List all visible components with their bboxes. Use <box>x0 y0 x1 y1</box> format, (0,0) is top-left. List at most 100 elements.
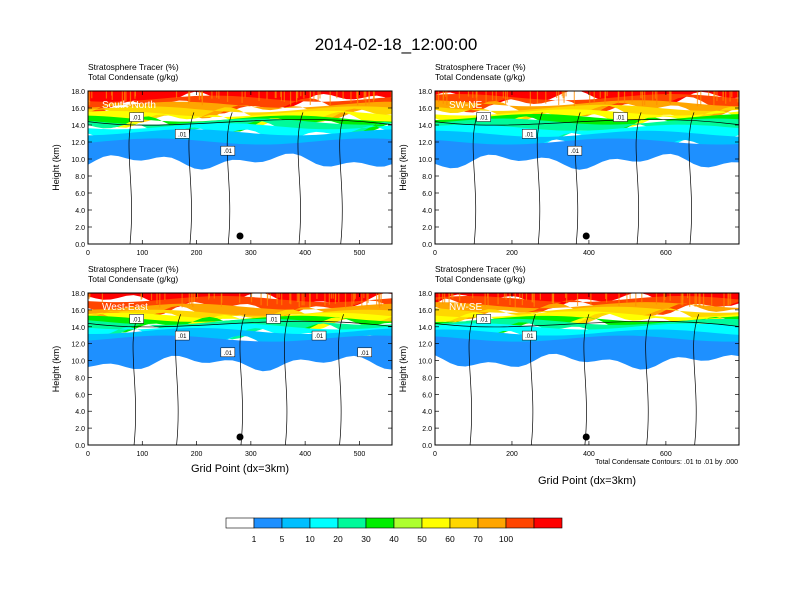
x-tick-label: 400 <box>583 250 595 257</box>
y-tick-label: 18.0 <box>418 89 432 96</box>
panel-frame <box>87 90 393 245</box>
contour-label: .01 <box>315 334 324 340</box>
tracer-shading <box>88 91 392 170</box>
panel-title-tracer: Stratosphere Tracer (%) <box>435 62 526 72</box>
y-tick-label: 16.0 <box>71 308 85 315</box>
contour-label: .01 <box>178 334 187 340</box>
contour-info-note: Total Condensate Contours: .01 to .01 by… <box>595 459 738 466</box>
contour-label: .01 <box>132 317 141 323</box>
colorbar-swatch <box>477 517 507 529</box>
cross-section-panel: .01 .01 .01 .01 Stratosphere Tracer (%)Total… <box>398 62 740 257</box>
x-tick-label: 400 <box>583 451 595 458</box>
contour-label: .01 <box>571 149 580 155</box>
y-tick-label: 14.0 <box>418 325 432 332</box>
colorbar-label: 40 <box>389 534 399 544</box>
y-tick-label: 4.0 <box>75 208 85 215</box>
contour-label: .01 <box>525 132 534 138</box>
condensate-contours <box>435 112 739 244</box>
x-tick-label: 0 <box>433 250 437 257</box>
colorbar-label: 5 <box>280 534 285 544</box>
x-axis-label-bottom-right: Grid Point (dx=3km) <box>538 475 636 487</box>
contour-label: .01 <box>132 116 141 122</box>
location-marker <box>582 433 590 441</box>
colorbar-swatch <box>365 517 395 529</box>
colorbar-label: 100 <box>499 534 513 544</box>
colorbar-swatch <box>533 517 563 529</box>
y-tick-label: 18.0 <box>418 291 432 298</box>
colorbar: 1 5 10 20 30 40 50 60 70 100 <box>225 517 563 544</box>
colorbar-swatch <box>505 517 535 529</box>
y-tick-label: 18.0 <box>71 291 85 298</box>
x-tick-label: 600 <box>660 451 672 458</box>
y-tick-label: 4.0 <box>422 208 432 215</box>
y-tick-label: 2.0 <box>75 225 85 232</box>
contour-label: .01 <box>224 351 233 357</box>
colorbar-label: 20 <box>333 534 343 544</box>
colorbar-swatch <box>449 517 479 529</box>
colorbar-swatch <box>281 517 311 529</box>
x-tick-label: 100 <box>136 451 148 458</box>
y-tick-label: 0.0 <box>75 242 85 249</box>
tracer-shading <box>435 91 739 170</box>
y-tick-label: 18.0 <box>71 89 85 96</box>
y-tick-label: 6.0 <box>422 392 432 399</box>
contour-label: .01 <box>479 116 488 122</box>
y-tick-label: 10.0 <box>71 359 85 366</box>
panel-frame <box>434 292 740 446</box>
colorbar-label: 60 <box>445 534 455 544</box>
y-tick-label: 6.0 <box>422 191 432 198</box>
tracer-shading <box>88 293 392 372</box>
y-tick-label: 14.0 <box>418 123 432 130</box>
cross-section-label: West-East <box>102 302 148 313</box>
x-tick-label: 0 <box>86 250 90 257</box>
y-tick-label: 6.0 <box>75 191 85 198</box>
location-marker <box>236 232 244 240</box>
x-tick-label: 500 <box>354 250 366 257</box>
cross-section-panel: .01 .01 .01 .01 .01 .01 Stratosphere Tracer (%… <box>51 264 393 458</box>
y-tick-label: 2.0 <box>75 426 85 433</box>
y-axis-label: Height (km) <box>51 346 61 393</box>
colorbar-swatch <box>253 517 283 529</box>
x-tick-label: 200 <box>506 451 518 458</box>
y-tick-label: 4.0 <box>422 409 432 416</box>
y-tick-label: 12.0 <box>71 342 85 349</box>
colorbar-label: 50 <box>417 534 427 544</box>
panel-frame <box>434 90 740 245</box>
contour-label: .01 <box>616 116 625 122</box>
contour-label: .01 <box>178 132 187 138</box>
x-tick-label: 300 <box>245 451 257 458</box>
tracer-shading <box>435 293 739 370</box>
panel-title-condensate: Total Condensate (g/kg) <box>88 274 178 284</box>
panel-title-condensate: Total Condensate (g/kg) <box>88 72 178 82</box>
y-tick-label: 8.0 <box>75 375 85 382</box>
y-tick-label: 16.0 <box>71 106 85 113</box>
y-tick-label: 14.0 <box>71 325 85 332</box>
colorbar-label: 10 <box>305 534 315 544</box>
y-tick-label: 12.0 <box>418 140 432 147</box>
x-tick-label: 200 <box>191 451 203 458</box>
contour-label: .01 <box>479 317 488 323</box>
y-tick-label: 0.0 <box>422 242 432 249</box>
y-tick-label: 10.0 <box>71 157 85 164</box>
y-tick-label: 12.0 <box>418 342 432 349</box>
figure-title: 2014-02-18_12:00:00 <box>315 35 478 54</box>
condensate-contours <box>435 314 739 445</box>
panel-title-condensate: Total Condensate (g/kg) <box>435 72 525 82</box>
condensate-contours <box>88 314 392 445</box>
colorbar-label: 30 <box>361 534 371 544</box>
colorbar-swatch <box>393 517 423 529</box>
y-tick-label: 16.0 <box>418 106 432 113</box>
colorbar-swatch <box>309 517 339 529</box>
colorbar-swatch <box>421 517 451 529</box>
x-tick-label: 300 <box>245 250 257 257</box>
location-marker <box>236 433 244 441</box>
contour-label: .01 <box>269 317 278 323</box>
panel-title-tracer: Stratosphere Tracer (%) <box>435 264 526 274</box>
x-tick-label: 0 <box>86 451 90 458</box>
x-tick-label: 200 <box>506 250 518 257</box>
x-axis-label-bottom-left: Grid Point (dx=3km) <box>191 463 289 475</box>
cross-section-panel: .01 .01 Stratosphere Tracer (%)Total Conde… <box>398 264 740 458</box>
cross-section-label: SW-NE <box>449 100 482 111</box>
contour-label: .01 <box>224 149 233 155</box>
y-axis-label: Height (km) <box>398 144 408 191</box>
